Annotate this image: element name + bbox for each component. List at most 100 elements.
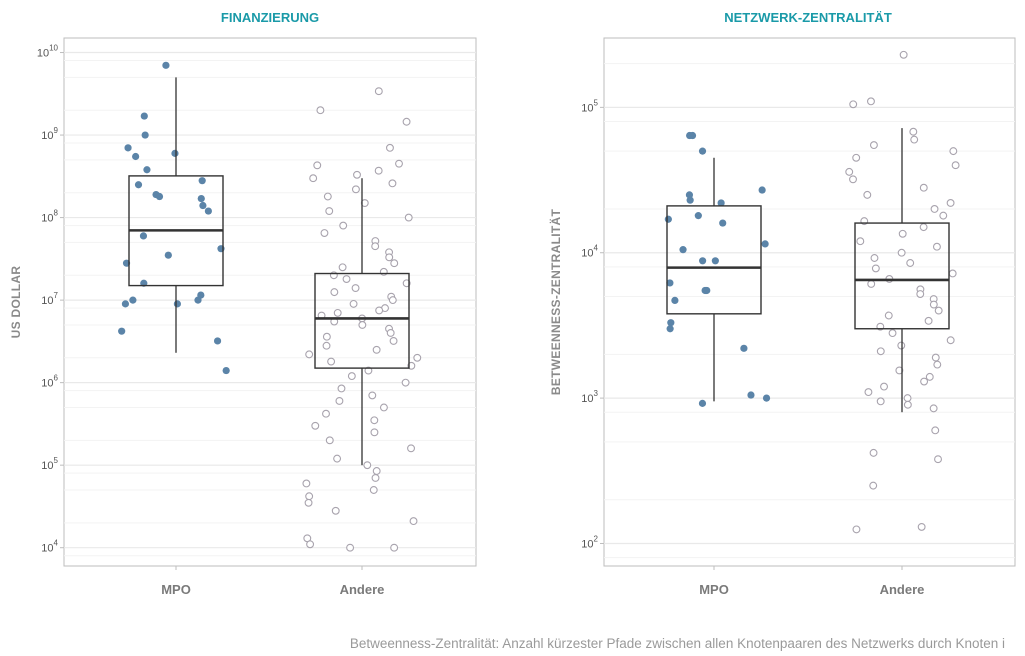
data-point-andere xyxy=(322,341,331,350)
iqr-box xyxy=(854,222,950,330)
y-tick-label: 107 xyxy=(41,291,58,307)
data-point-andere xyxy=(386,329,395,337)
data-point-andere xyxy=(413,353,422,362)
data-point-andere xyxy=(934,455,942,464)
data-point-andere xyxy=(374,166,383,175)
data-point-mpo xyxy=(118,327,126,335)
data-point-andere xyxy=(374,87,383,96)
data-point-andere xyxy=(925,372,934,381)
data-point-andere xyxy=(304,498,313,507)
data-point-andere xyxy=(316,106,325,115)
data-point-mpo xyxy=(698,147,707,155)
data-point-mpo xyxy=(199,201,207,210)
data-point-andere xyxy=(897,341,906,350)
x-tick-label-andere: Andere xyxy=(880,582,925,597)
data-point-andere xyxy=(895,366,904,375)
data-point-andere xyxy=(870,254,879,262)
data-point-andere xyxy=(919,183,928,192)
data-point-andere xyxy=(333,308,342,317)
data-point-andere xyxy=(323,192,332,201)
data-point-andere xyxy=(856,237,865,246)
x-tick-label-mpo: MPO xyxy=(699,582,729,597)
data-point-mpo xyxy=(685,191,694,199)
data-point-andere xyxy=(364,366,373,375)
data-point-mpo xyxy=(694,212,702,220)
data-point-mpo xyxy=(762,394,771,402)
box-group-andere xyxy=(845,50,960,534)
iqr-box xyxy=(314,272,410,369)
data-point-andere xyxy=(948,269,957,278)
data-point-andere xyxy=(930,205,939,213)
data-point-andere xyxy=(916,290,925,298)
data-point-andere xyxy=(852,153,861,162)
data-point-mpo xyxy=(761,240,769,248)
data-point-andere xyxy=(849,100,858,109)
y-tick-label: 1010 xyxy=(37,44,59,60)
data-point-andere xyxy=(309,174,318,183)
y-tick-label: 104 xyxy=(581,244,598,260)
data-point-mpo xyxy=(134,181,143,189)
data-point-andere xyxy=(331,506,340,515)
data-point-andere xyxy=(849,175,857,184)
data-point-mpo xyxy=(204,207,212,215)
y-tick-label: 108 xyxy=(41,209,58,225)
iqr-box xyxy=(666,205,762,315)
data-point-mpo xyxy=(667,319,675,327)
data-point-andere xyxy=(306,540,315,549)
data-point-andere xyxy=(888,329,897,338)
data-point-andere xyxy=(409,517,418,526)
data-point-andere xyxy=(372,345,381,354)
data-point-mpo xyxy=(758,186,766,194)
data-point-mpo xyxy=(164,251,172,259)
data-point-andere xyxy=(929,300,938,309)
data-point-mpo xyxy=(173,300,181,308)
footnote: Betweenness-Zentralität: Anzahl kürzeste… xyxy=(349,636,1005,651)
data-point-andere xyxy=(845,167,854,176)
data-point-andere xyxy=(869,481,878,490)
data-point-mpo xyxy=(747,391,755,399)
data-point-andere xyxy=(335,396,344,405)
data-point-andere xyxy=(385,253,394,262)
data-point-andere xyxy=(884,311,893,320)
data-point-andere xyxy=(876,397,885,406)
data-point-andere xyxy=(917,522,926,531)
data-point-andere xyxy=(389,337,398,345)
plot-frame xyxy=(603,37,1016,567)
data-point-andere xyxy=(946,336,955,345)
data-point-andere xyxy=(934,306,943,315)
chart-panel-netzwerk-zentralitaet: 102 103 104 105 NETZWERK-ZENTRALITÄT BETWEENN… xyxy=(548,10,1016,597)
data-point-mpo xyxy=(198,177,206,185)
data-point-mpo xyxy=(162,61,170,69)
data-point-andere xyxy=(302,479,311,488)
data-point-mpo xyxy=(121,300,130,308)
data-point-andere xyxy=(867,97,875,106)
data-point-andere xyxy=(305,350,314,359)
data-point-andere xyxy=(351,185,360,194)
data-point-mpo xyxy=(740,344,748,352)
data-point-andere xyxy=(951,161,960,170)
data-point-mpo xyxy=(143,166,151,174)
data-point-andere xyxy=(305,492,314,501)
data-point-mpo xyxy=(222,366,230,375)
data-point-andere xyxy=(924,316,933,325)
data-point-andere xyxy=(903,394,912,403)
data-point-andere xyxy=(342,275,351,283)
data-point-andere xyxy=(395,159,403,168)
data-point-mpo xyxy=(699,257,707,265)
x-tick-label-andere: Andere xyxy=(340,582,385,597)
data-point-andere xyxy=(932,242,941,251)
data-point-mpo xyxy=(197,194,205,203)
data-point-andere xyxy=(909,127,918,136)
data-point-andere xyxy=(333,454,342,463)
box-group-mpo xyxy=(118,61,230,375)
data-point-andere xyxy=(388,296,397,305)
data-point-mpo xyxy=(688,131,697,140)
data-point-andere xyxy=(919,223,928,232)
data-point-mpo xyxy=(213,337,222,345)
data-point-andere xyxy=(929,404,938,413)
data-point-mpo xyxy=(666,325,674,333)
data-point-andere xyxy=(322,409,330,418)
y-tick-label: 103 xyxy=(581,389,598,405)
data-point-andere xyxy=(330,288,339,297)
data-point-andere xyxy=(371,473,380,482)
